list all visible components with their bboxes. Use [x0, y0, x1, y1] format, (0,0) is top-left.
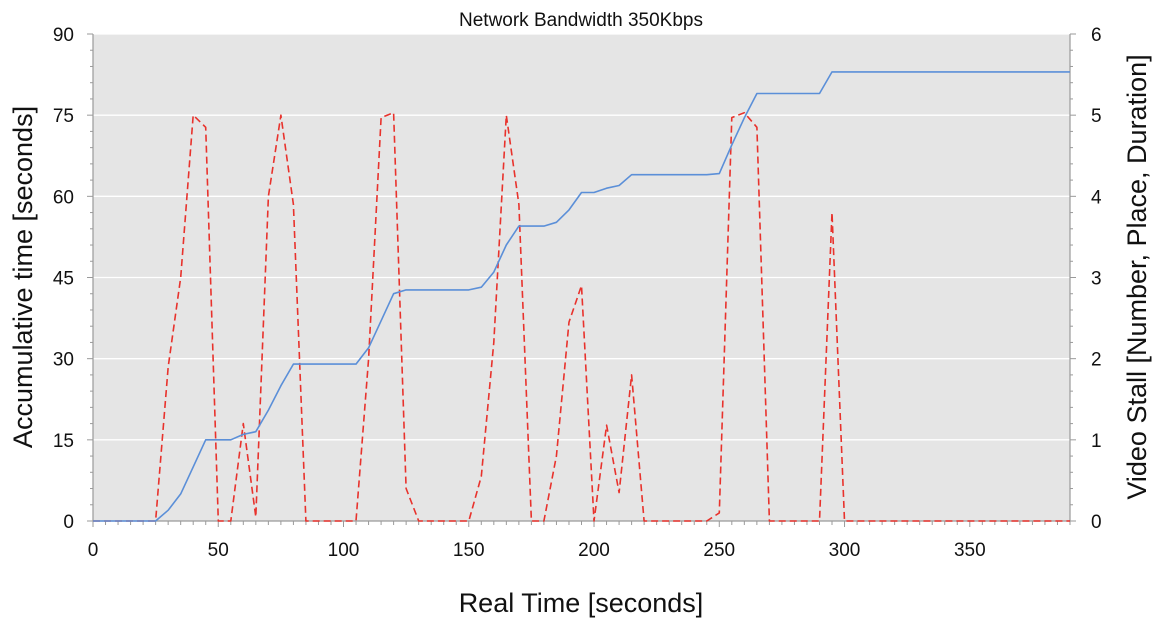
x-axis-label: Real Time [seconds]	[459, 588, 704, 618]
x-tick-label: 300	[829, 540, 861, 561]
video-stall-line	[93, 111, 1070, 522]
x-tick-label: 150	[453, 540, 485, 561]
x-tick-label: 50	[208, 540, 229, 561]
y-tick-label: 0	[63, 512, 74, 533]
gridlines	[93, 33, 1070, 441]
chart-title: Network Bandwidth 350Kbps	[459, 10, 703, 31]
y-right-tick-labels: 0 1 2 3 4 5 6	[1091, 25, 1102, 533]
x-tick-labels: 0 50 100 150 200 250 300 350	[88, 540, 986, 561]
y-right-tick-label: 5	[1091, 106, 1102, 127]
y-right-tick-label: 6	[1091, 25, 1102, 46]
x-tick-label: 200	[578, 540, 610, 561]
y-right-tick-label: 2	[1091, 350, 1102, 371]
y-tick-label: 30	[53, 350, 74, 371]
x-tick-label: 250	[703, 540, 735, 561]
y-right-tick-label: 1	[1091, 431, 1102, 452]
y-right-tick-label: 4	[1091, 187, 1102, 208]
y-tick-label: 75	[53, 106, 74, 127]
y-axis-right-label: Video Stall [Number, Place, Duration]	[1122, 54, 1152, 499]
y-tick-label: 15	[53, 431, 74, 452]
y-tick-label: 90	[53, 25, 74, 46]
y-axis-label: Accumulative time [seconds]	[8, 106, 38, 448]
y-tick-labels: 0 15 30 45 60 75 90	[53, 25, 74, 533]
x-tick-label: 350	[954, 540, 986, 561]
y-right-tick-label: 3	[1091, 269, 1102, 290]
y-tick-label: 45	[53, 269, 74, 290]
series-layer	[93, 71, 1070, 522]
x-tick-label: 0	[88, 540, 99, 561]
y-tick-label: 60	[53, 187, 74, 208]
x-tick-label: 100	[328, 540, 360, 561]
y-right-tick-label: 0	[1091, 512, 1102, 533]
accumulative-time-line	[93, 71, 1070, 522]
